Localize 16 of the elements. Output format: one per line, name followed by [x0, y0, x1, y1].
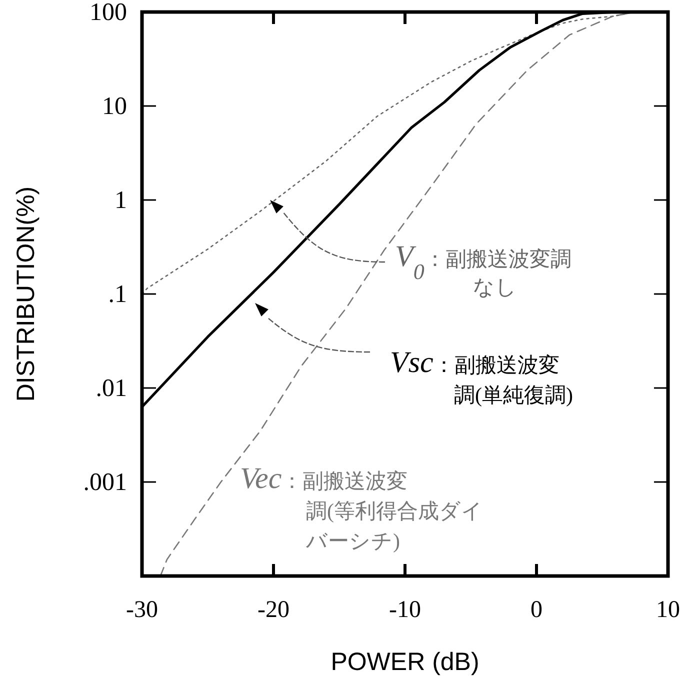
x-tick-label: 0 [530, 597, 542, 623]
y-tick-label: .01 [96, 375, 127, 402]
x-tick-label: -10 [389, 597, 421, 623]
x-tick-label: 10 [656, 597, 680, 623]
x-axis-title: POWER (dB) [330, 648, 480, 676]
text: Vsc：副搬送波変調(単純復調) [390, 346, 573, 407]
text: V$_{0}$：副搬送波変調なし [395, 240, 572, 299]
x-tick-label: -20 [258, 597, 290, 623]
series-label: Vec：副搬送波変調(等利得合成ダイバーシチ) [240, 462, 483, 553]
y-tick-label: 10 [102, 93, 127, 120]
x-tick-label: -30 [126, 597, 158, 623]
y-axis-title: DISTRIBUTION(%) [12, 186, 40, 402]
y-tick-label: 1 [114, 187, 127, 214]
y-tick-label: 100 [90, 0, 127, 26]
y-tick-label: .001 [83, 469, 127, 496]
y-tick-label: .1 [108, 281, 127, 308]
